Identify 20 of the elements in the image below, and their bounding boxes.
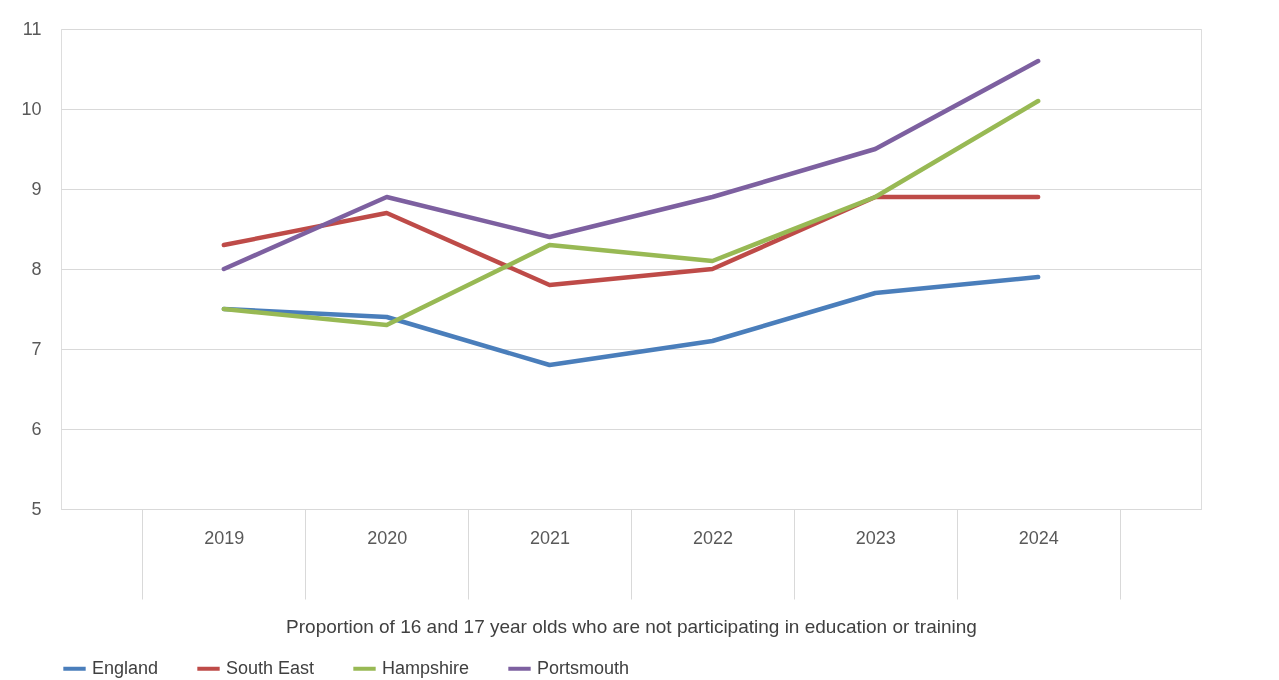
y-tick-label: 8 — [31, 258, 42, 279]
x-tick-label: 2022 — [692, 527, 733, 548]
y-tick-label: 7 — [31, 338, 42, 359]
legend-label: Portsmouth — [537, 657, 630, 678]
y-tick-label: 10 — [21, 98, 42, 119]
legend-label: South East — [226, 657, 315, 678]
y-tick-label: 11 — [22, 18, 42, 39]
y-tick-label: 5 — [31, 498, 42, 519]
legend-label: England — [92, 657, 159, 678]
line-series — [221, 98, 1041, 328]
x-tick-label: 2024 — [1018, 527, 1059, 548]
x-tick-label: 2021 — [530, 527, 571, 548]
line-series — [221, 58, 1041, 272]
y-tick-label: 6 — [31, 418, 42, 439]
x-tick-label: 2023 — [855, 527, 896, 548]
y-tick-label: 9 — [31, 178, 42, 199]
x-axis-title: Proportion of 16 and 17 year olds who are not participating in education or training — [286, 616, 977, 637]
x-tick-label: 2020 — [367, 527, 408, 548]
legend-label: Hampshire — [382, 657, 470, 678]
x-tick-label: 2019 — [204, 527, 245, 548]
